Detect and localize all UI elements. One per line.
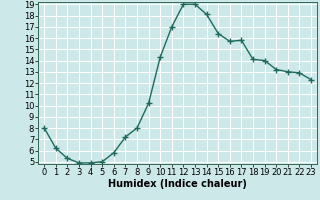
X-axis label: Humidex (Indice chaleur): Humidex (Indice chaleur) [108, 179, 247, 189]
